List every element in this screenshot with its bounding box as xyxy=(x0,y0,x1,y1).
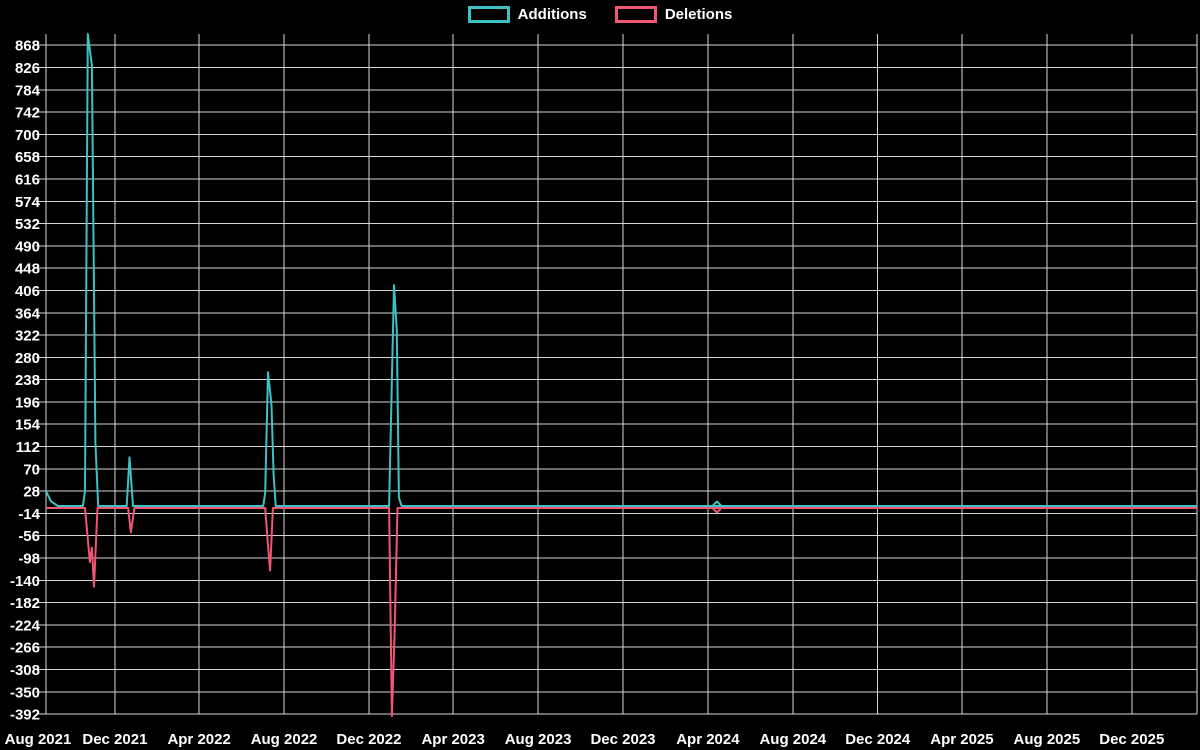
y-tick-label: 238 xyxy=(15,372,40,389)
deletions-swatch-icon xyxy=(614,6,657,23)
y-tick-label: -392 xyxy=(10,707,40,724)
y-tick-label: 616 xyxy=(15,171,40,188)
y-tick-label: 364 xyxy=(15,305,41,322)
x-tick-label: Apr 2024 xyxy=(676,731,740,748)
x-tick-label: Aug 2022 xyxy=(251,731,318,748)
y-tick-label: 406 xyxy=(15,283,40,300)
additions-line xyxy=(45,33,1198,507)
y-tick-label: 112 xyxy=(16,439,40,456)
x-tick-label: Dec 2024 xyxy=(845,731,911,748)
y-tick-label: 658 xyxy=(15,149,40,166)
x-tick-label: Apr 2022 xyxy=(167,731,230,748)
x-tick-label: Dec 2025 xyxy=(1099,731,1164,748)
x-tick-label: Aug 2025 xyxy=(1014,731,1081,748)
legend-label-deletions: Deletions xyxy=(664,6,733,23)
y-tick-label: 532 xyxy=(15,216,40,233)
y-tick-label: -266 xyxy=(10,640,40,657)
x-tick-label: Dec 2022 xyxy=(336,731,401,748)
y-tick-label: 448 xyxy=(15,261,40,278)
y-tick-label: 868 xyxy=(15,38,40,55)
chart-legend: Additions Deletions xyxy=(0,6,1200,23)
x-tick-label: Dec 2021 xyxy=(82,731,147,748)
x-tick-label: Aug 2024 xyxy=(759,731,826,748)
y-tick-label: -140 xyxy=(10,573,40,590)
y-tick-label: 280 xyxy=(15,350,40,367)
y-tick-label: -14 xyxy=(18,506,40,523)
y-tick-label: 490 xyxy=(15,238,40,255)
x-tick-label: Apr 2025 xyxy=(930,731,993,748)
additions-swatch-icon xyxy=(467,6,510,23)
y-tick-label: 28 xyxy=(23,484,40,501)
y-tick-label: -56 xyxy=(18,528,40,545)
x-tick-label: Apr 2023 xyxy=(421,731,484,748)
y-tick-label: -224 xyxy=(10,617,41,634)
y-tick-label: -350 xyxy=(10,684,40,701)
y-tick-label: -308 xyxy=(10,662,40,679)
y-tick-label: 322 xyxy=(15,328,40,345)
y-tick-label: 70 xyxy=(23,461,40,478)
y-tick-label: 700 xyxy=(15,127,40,144)
y-tick-label: -98 xyxy=(18,551,40,568)
x-tick-label: Dec 2023 xyxy=(590,731,655,748)
deletions-line xyxy=(46,507,1198,718)
isolated-point-marker-deletions xyxy=(710,506,724,514)
y-tick-label: 784 xyxy=(15,82,41,99)
y-tick-label: 154 xyxy=(15,417,41,434)
isolated-point-marker-additions xyxy=(710,500,724,508)
legend-item-deletions[interactable]: Deletions xyxy=(614,6,733,23)
y-tick-label: 574 xyxy=(15,194,41,211)
y-tick-label: 826 xyxy=(15,60,40,77)
legend-item-additions[interactable]: Additions xyxy=(467,6,587,23)
y-tick-label: 196 xyxy=(15,394,40,411)
x-tick-label: Aug 2023 xyxy=(505,731,572,748)
legend-label-additions: Additions xyxy=(517,6,587,23)
y-tick-label: -182 xyxy=(10,595,40,612)
y-tick-label: 742 xyxy=(15,105,40,122)
x-tick-label: Aug 2021 xyxy=(5,731,72,748)
